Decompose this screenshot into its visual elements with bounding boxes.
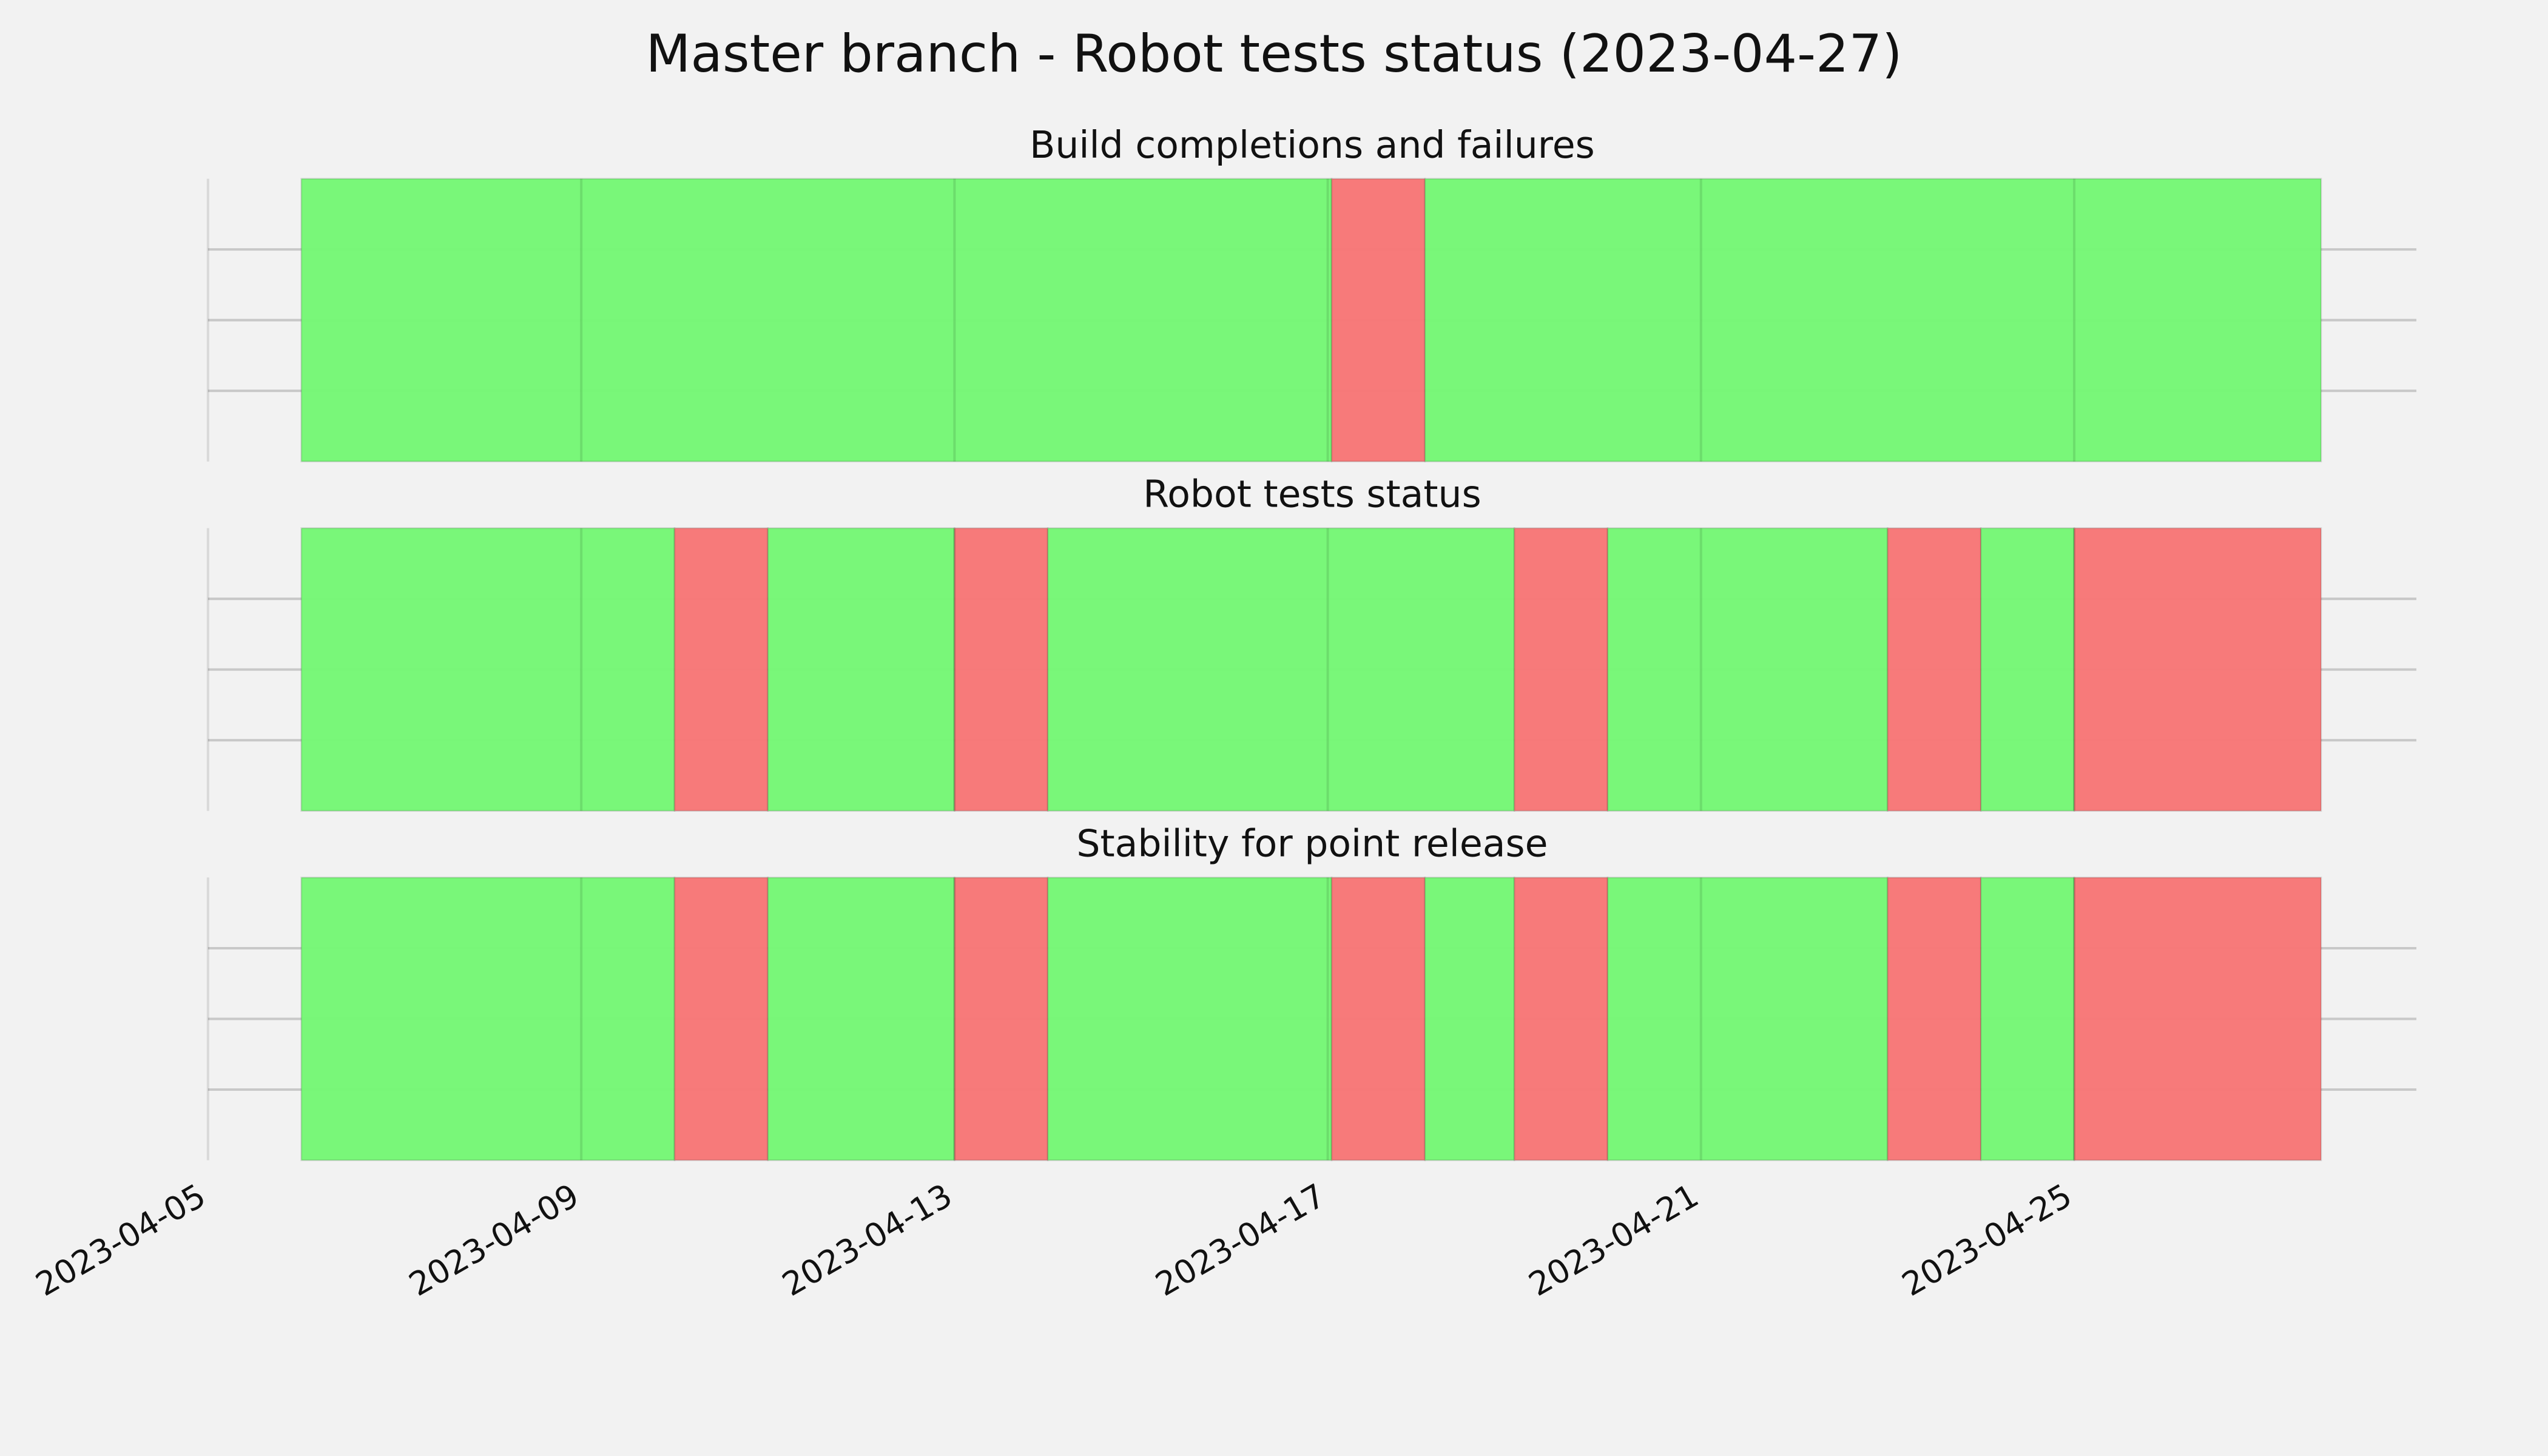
figure-title: Master branch - Robot tests status (2023… <box>645 24 1902 84</box>
panel-title: Build completions and failures <box>1030 123 1595 167</box>
status-segment <box>1606 527 1889 812</box>
status-segment <box>1980 527 2075 812</box>
status-segment <box>767 527 956 812</box>
status-segment <box>1887 527 1982 812</box>
status-segment <box>300 877 676 1161</box>
status-segment <box>1330 178 1426 463</box>
status-segment <box>300 527 676 812</box>
status-segment <box>1606 877 1889 1161</box>
status-segment <box>673 877 769 1161</box>
status-segment <box>300 178 1333 463</box>
status-segment <box>1424 178 2322 463</box>
status-segment <box>1980 877 2075 1161</box>
panel-title: Robot tests status <box>1143 473 1481 516</box>
status-segment <box>954 527 1049 812</box>
status-segment <box>673 527 769 812</box>
status-segment <box>2073 527 2322 812</box>
status-segment <box>1046 877 1333 1161</box>
status-segment <box>1330 877 1426 1161</box>
status-segment <box>767 877 956 1161</box>
status-segment <box>1887 877 1982 1161</box>
status-segment <box>1513 527 1609 812</box>
status-segment <box>2073 877 2322 1161</box>
status-segment <box>954 877 1049 1161</box>
status-segment <box>1046 527 1515 812</box>
status-segment <box>1513 877 1609 1161</box>
panel-title: Stability for point release <box>1076 822 1548 866</box>
status-segment <box>1424 877 1515 1161</box>
